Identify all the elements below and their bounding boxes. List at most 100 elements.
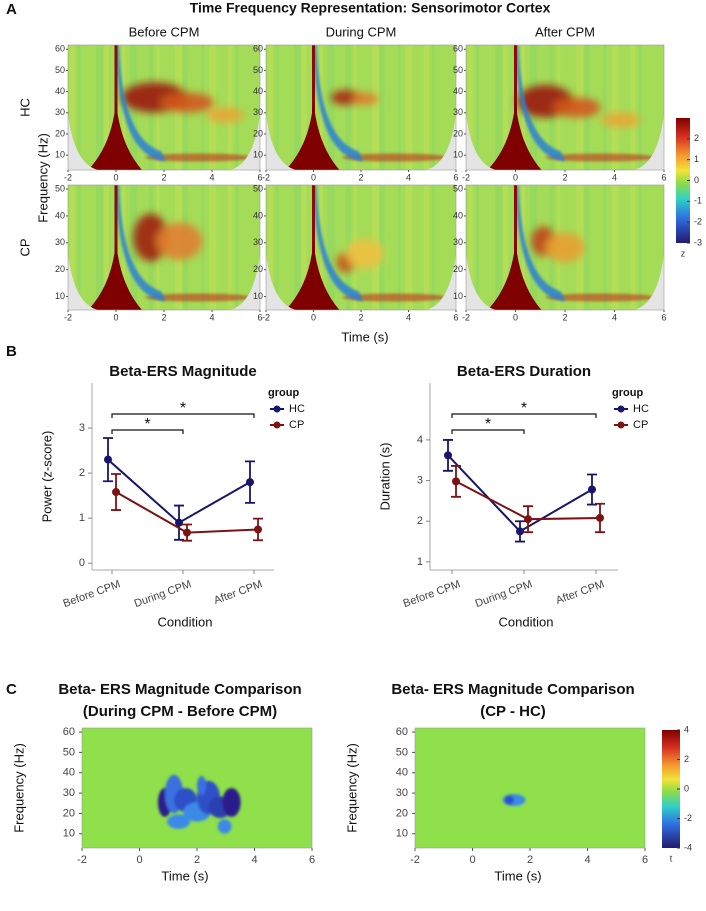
colorbar [676,118,690,243]
tf-streak [503,45,509,170]
y-tick-label: 40 [453,86,463,96]
tf-streak [638,45,642,170]
x-tick-label: 2 [194,854,200,866]
tf-streak [275,185,279,310]
y-tick-label: 40 [396,767,408,779]
x-tick-label: 2 [358,172,363,182]
x-axis-title: Condition [499,614,554,629]
x-tick-label: 6 [453,172,458,182]
tf-low-band [545,153,657,162]
tf-blobs [517,85,641,128]
tf-streak [227,185,233,310]
tf-erd [116,185,166,302]
legend-title: group [612,387,643,399]
tf-streak [209,185,217,310]
legend-label: CP [289,419,304,431]
data-point [516,527,524,536]
x-tick-label: -2 [262,172,270,182]
chart-title: Beta-ERS Magnitude [109,363,257,380]
data-point [104,455,112,464]
legend-dot [273,405,281,413]
x-tick-label: -2 [64,312,72,322]
tf-blob [160,92,214,113]
tf-streak [201,185,205,310]
tf-streak [405,185,413,310]
x-tick-label: 6 [309,854,315,866]
x-tick-label: 4 [584,854,590,866]
y-tick-label: 10 [55,150,65,160]
legend-label: HC [633,403,649,415]
tf-erd [515,45,566,162]
y-tick-label: 20 [63,807,75,819]
y-tick-label: 10 [253,291,263,301]
tf-streak [353,45,357,170]
tf-coi [68,113,260,170]
tf-coi [266,113,456,170]
x-tick-label: -2 [462,312,470,322]
tf-erd [116,45,166,162]
tf-streak [467,45,473,170]
tf-map [466,45,664,170]
x-tick-label: 0 [113,312,118,322]
legend-dot [273,421,281,429]
tf-evoked [487,241,542,310]
x-tick-label: -2 [262,312,270,322]
tf-blobs [133,213,203,262]
x-tick-label: 6 [453,312,458,322]
tf-streak [494,45,502,170]
significance-bracket [451,429,525,434]
y-tick-label: 50 [55,65,65,75]
x-tick-label: 2 [161,172,166,182]
colorbar-tick-label: 2 [684,754,689,764]
y-tick-label: 30 [453,237,463,247]
y-tick-label: 50 [63,746,75,758]
tf-blob [553,97,601,118]
colorbar-tick-label: -2 [684,813,692,823]
y-tick-label: 10 [55,291,65,301]
tf-streak [397,45,401,170]
tf-low-band [144,293,253,302]
panel-label: B [6,343,17,360]
tf-blob [345,238,384,269]
tf-streak [267,45,273,170]
x-tick-label: 4 [251,854,257,866]
tf-blob [156,222,203,260]
x-tick-label: 0 [311,172,316,182]
y-tick-label: 20 [55,264,65,274]
stat-cluster [197,776,207,796]
x-axis-title: Time (s) [494,868,541,883]
panel-label: C [6,681,17,698]
significance-bracket [451,413,597,418]
tf-low-band [144,153,253,162]
x-tick-label: During CPM [474,578,534,610]
x-axis-title: Time (s) [161,868,208,883]
y-tick-label: 50 [55,183,65,193]
tf-blobs [121,82,245,123]
y-axis-title: Frequency (Hz) [344,743,359,833]
x-tick-label: 4 [612,312,617,322]
colorbar-tick-label: 1 [694,154,699,164]
x-tick-label: 6 [642,854,648,866]
x-tick-label: -2 [64,172,72,182]
stat-map-clusters [502,794,526,806]
x-tick-label: 0 [136,854,142,866]
data-point [254,525,262,534]
tf-evoked [487,101,542,170]
x-tick-label: 6 [661,312,666,322]
significance-label: * [144,416,150,433]
data-point [175,518,183,527]
y-tick-label: 30 [396,787,408,799]
tf-streak [293,45,301,170]
x-tick-label: After CPM [554,578,606,607]
chart-subtitle: (During CPM - Before CPM) [83,703,277,720]
x-tick-label: 4 [406,312,411,322]
x-tick-label: 4 [209,312,214,322]
colorbar-tick-label: 0 [684,783,689,793]
x-tick-label: 6 [661,172,666,182]
y-tick-label: 2 [417,515,423,527]
tf-streak [267,185,273,310]
tf-streak [611,185,619,310]
tf-streak [103,45,109,170]
tf-streak [227,45,233,170]
